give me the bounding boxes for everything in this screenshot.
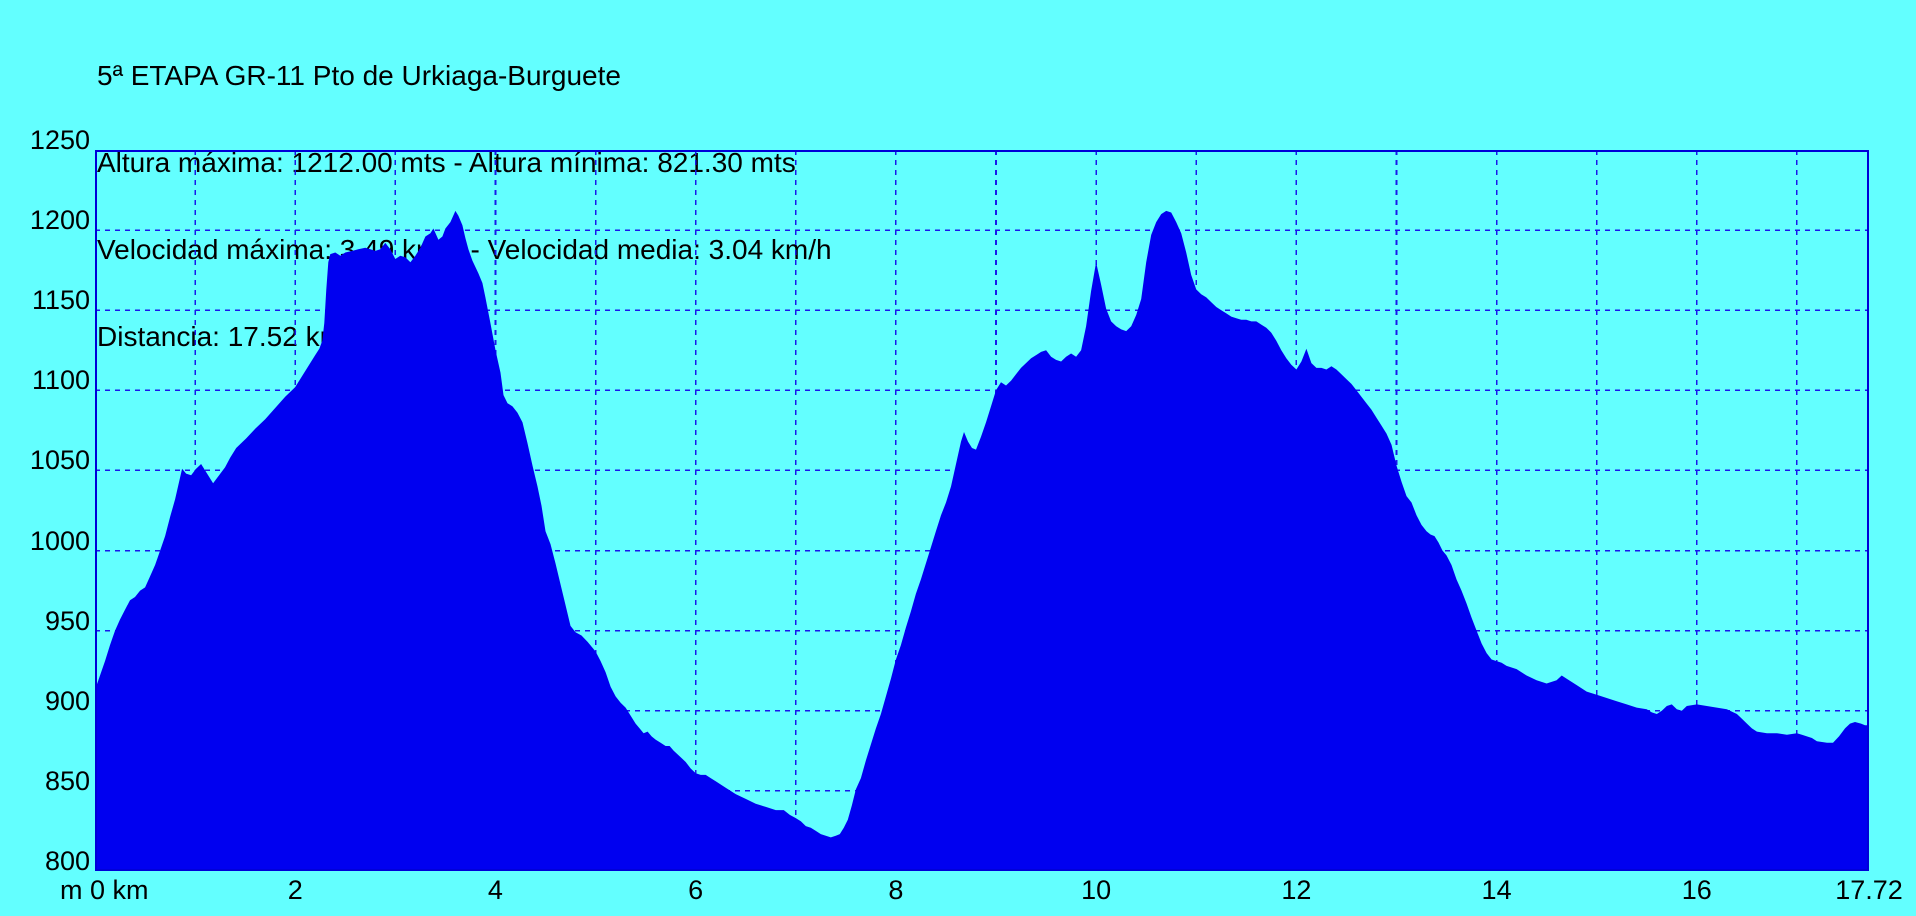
x-axis-label: 8 [888, 875, 904, 905]
y-axis-label: 1200 [29, 205, 90, 236]
y-axis-label: 900 [44, 685, 90, 716]
x-axis-label: 16 [1681, 875, 1712, 905]
y-axis-label: 1000 [29, 525, 90, 556]
x-axis-label: 14 [1481, 875, 1512, 905]
plot-area [95, 150, 1869, 871]
x-axis-label: 6 [688, 875, 704, 905]
elevation-area [95, 210, 1869, 871]
plot-border [95, 150, 1869, 871]
y-axis-label: 1250 [29, 125, 90, 155]
y-axis-label: 1150 [31, 285, 90, 316]
speed-stats: Velocidad máxima: 3.49 km/h - Velocidad … [97, 235, 832, 264]
x-axis-label: 2 [287, 875, 303, 905]
y-axis-label: 800 [44, 846, 90, 876]
x-axis-label: 17.72 [1835, 875, 1903, 905]
x-axis-label: m 0 km [60, 875, 149, 905]
chart-title: 5ª ETAPA GR-11 Pto de Urkiaga-Burguete [97, 60, 621, 91]
y-axis-label: 1100 [31, 365, 90, 396]
x-axis-label: 10 [1081, 875, 1112, 905]
y-axis-label: 850 [44, 765, 90, 796]
x-axis-label: 4 [487, 875, 503, 905]
y-axis-label: 1050 [29, 445, 90, 476]
x-axis-label: 12 [1281, 875, 1312, 905]
y-axis-label: 950 [44, 605, 90, 636]
elevation-area-chart [95, 150, 1869, 871]
